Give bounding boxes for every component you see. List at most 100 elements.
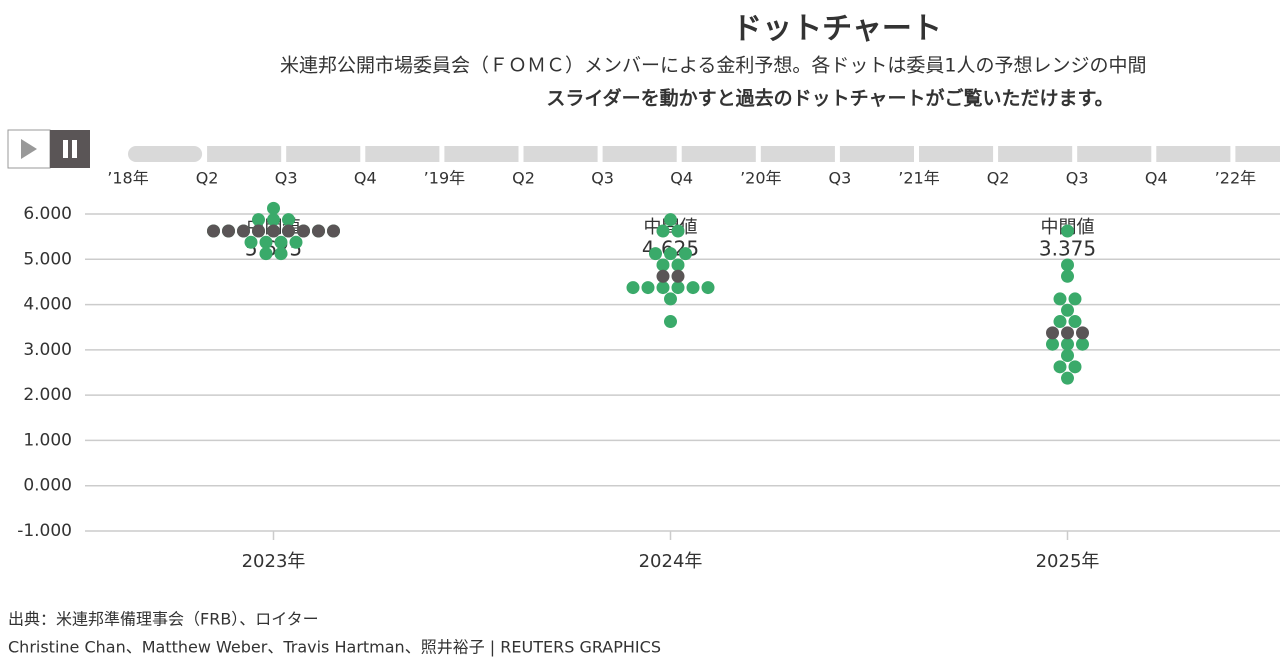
slider-segment[interactable] xyxy=(523,146,598,162)
dot xyxy=(1068,292,1082,306)
slider-segment[interactable] xyxy=(998,146,1073,162)
dot xyxy=(671,269,685,283)
chart-title: ドットチャート xyxy=(732,12,942,47)
dot xyxy=(1068,360,1082,374)
y-tick-label: 1.000 xyxy=(23,430,72,450)
dot xyxy=(671,224,685,238)
dot xyxy=(222,224,235,238)
dot xyxy=(664,247,677,261)
slider-label: Q3 xyxy=(275,169,298,188)
dot xyxy=(274,235,288,249)
dot xyxy=(267,201,280,215)
slider-label: Q2 xyxy=(987,169,1010,188)
dot xyxy=(259,235,273,249)
slider-label: Q4 xyxy=(1145,169,1168,188)
dot xyxy=(1076,326,1089,340)
dot xyxy=(207,224,220,238)
dot xyxy=(274,247,288,261)
dot xyxy=(1061,303,1074,317)
slider-label: Q3 xyxy=(1066,169,1089,188)
play-icon xyxy=(21,139,37,159)
y-tick-label: 2.000 xyxy=(23,385,72,405)
slider-label: ’22年 xyxy=(1215,169,1256,188)
dot xyxy=(626,281,640,295)
slider-segment[interactable] xyxy=(1156,146,1231,162)
dot xyxy=(664,315,677,329)
pause-icon xyxy=(63,140,68,158)
dot xyxy=(701,281,715,295)
slider-label: Q4 xyxy=(670,169,693,188)
slider-label: Q3 xyxy=(829,169,852,188)
dot xyxy=(282,213,295,227)
dot xyxy=(1061,258,1074,272)
dot xyxy=(686,281,700,295)
slider-segment[interactable] xyxy=(286,146,361,162)
slider-label: ’18年 xyxy=(107,169,148,188)
y-tick-label: 0.000 xyxy=(23,476,72,496)
dot xyxy=(1068,315,1082,329)
slider-label: ’19年 xyxy=(424,169,465,188)
dot xyxy=(1046,326,1059,340)
slider-segment[interactable] xyxy=(207,146,282,162)
dot xyxy=(656,224,670,238)
dot xyxy=(1053,292,1067,306)
slider-segment[interactable] xyxy=(444,146,519,162)
slider-segment[interactable] xyxy=(839,146,914,162)
y-tick-label: 3.000 xyxy=(23,340,72,360)
source: 出典：米連邦準備理事会（FRB）、ロイター xyxy=(8,610,319,629)
dot xyxy=(244,235,258,249)
dot xyxy=(1061,337,1074,351)
slider-segment[interactable] xyxy=(681,146,756,162)
dot xyxy=(312,224,325,238)
slider-label: Q3 xyxy=(591,169,614,188)
dot xyxy=(252,213,265,227)
dot xyxy=(297,224,310,238)
slider-segment[interactable] xyxy=(1235,146,1280,162)
slider-label: ’20年 xyxy=(740,169,781,188)
dot xyxy=(267,224,280,238)
dot xyxy=(1061,371,1074,385)
pause-icon xyxy=(72,140,77,158)
dot xyxy=(1061,269,1074,283)
x-tick-label: 2023年 xyxy=(242,551,306,572)
y-tick-label: 5.000 xyxy=(23,249,72,269)
instruction: スライダーを動かすと過去のドットチャートがご覧いただけます。 xyxy=(546,87,1113,110)
slider-segment[interactable] xyxy=(602,146,677,162)
dot xyxy=(649,247,662,261)
slider-segment[interactable] xyxy=(760,146,835,162)
dot xyxy=(1053,360,1067,374)
dot xyxy=(259,247,273,261)
dot xyxy=(1053,315,1067,329)
dot xyxy=(679,247,692,261)
y-tick-label: -1.000 xyxy=(17,521,72,541)
dot xyxy=(664,292,677,306)
slider-segment[interactable] xyxy=(919,146,994,162)
dot xyxy=(671,258,685,272)
slider-segment[interactable] xyxy=(128,146,203,162)
dot xyxy=(1061,224,1074,238)
credits: Christine Chan、Matthew Weber、Travis Hart… xyxy=(8,638,661,657)
dot xyxy=(1061,349,1074,363)
dot xyxy=(237,224,250,238)
dot xyxy=(664,213,677,227)
dot xyxy=(252,224,265,238)
slider-label: Q2 xyxy=(512,169,535,188)
slider-segment[interactable] xyxy=(1077,146,1152,162)
dot xyxy=(1076,337,1089,351)
y-tick-label: 6.000 xyxy=(23,204,72,224)
x-tick-label: 2024年 xyxy=(639,551,703,572)
dot xyxy=(267,213,280,227)
slider-segment[interactable] xyxy=(365,146,440,162)
slider-label: ’21年 xyxy=(898,169,939,188)
slider-label: Q2 xyxy=(196,169,219,188)
median-value: 3.375 xyxy=(1039,237,1096,261)
dot xyxy=(289,235,303,249)
x-tick-label: 2025年 xyxy=(1036,551,1100,572)
dot xyxy=(656,269,670,283)
dot xyxy=(1046,337,1059,351)
dot xyxy=(656,258,670,272)
pause-button[interactable] xyxy=(50,130,90,168)
dot xyxy=(282,224,295,238)
